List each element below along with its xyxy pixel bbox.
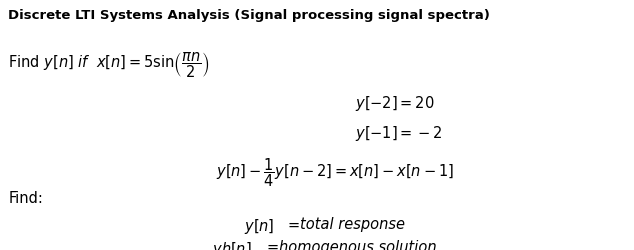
Text: $y[-1] = -2$: $y[-1] = -2$ [355, 124, 443, 143]
Text: Find:: Find: [8, 191, 43, 206]
Text: homogenous solution: homogenous solution [279, 240, 437, 250]
Text: $y[n] - \dfrac{1}{4}y[n-2] = x[n] - x[n-1]$: $y[n] - \dfrac{1}{4}y[n-2] = x[n] - x[n-… [216, 156, 453, 189]
Text: =: = [266, 240, 278, 250]
Text: $y[-2] = 20$: $y[-2] = 20$ [355, 94, 435, 113]
Text: =: = [288, 218, 305, 232]
Text: $yh[n]$: $yh[n]$ [212, 240, 252, 250]
Text: Find $y[n]$ $if$  $x[n] = 5\sin\!\left(\dfrac{\pi n}{2}\right)$: Find $y[n]$ $if$ $x[n] = 5\sin\!\left(\d… [8, 50, 209, 80]
Text: Discrete LTI Systems Analysis (Signal processing signal spectra): Discrete LTI Systems Analysis (Signal pr… [8, 9, 490, 22]
Text: $y[n]$: $y[n]$ [244, 218, 275, 236]
Text: total response: total response [300, 218, 405, 232]
